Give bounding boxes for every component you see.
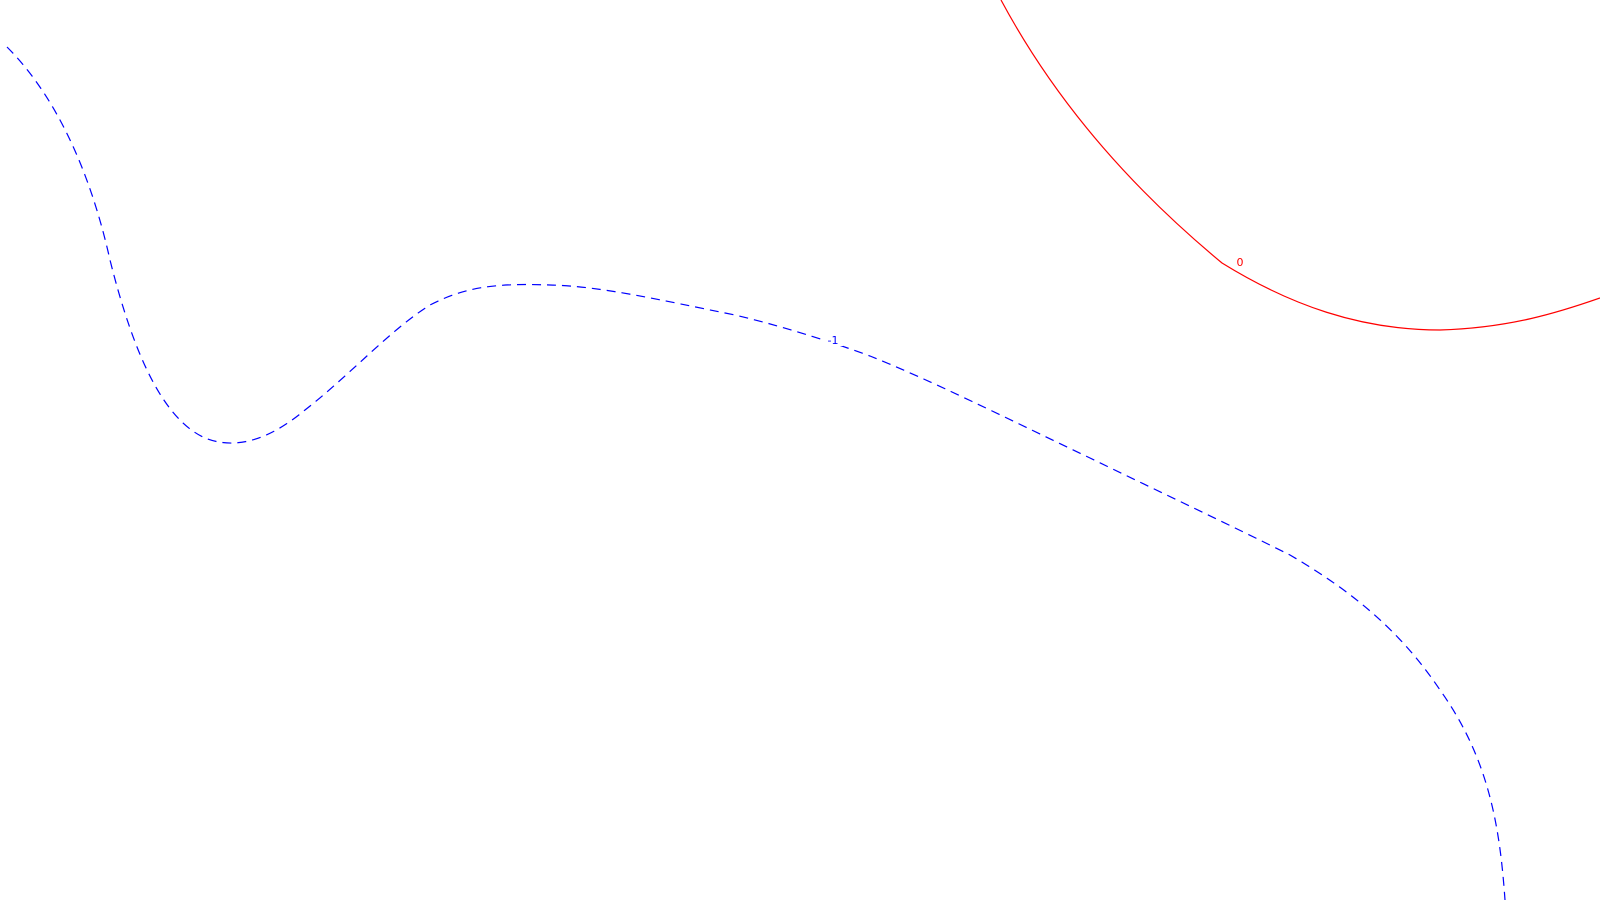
contour-line-level-0 xyxy=(1000,0,1600,331)
contour-level-0: 0 xyxy=(1000,0,1600,331)
contour-label-level-0: 0 xyxy=(1237,256,1244,269)
contour-level-minus-1: -1 xyxy=(6,46,1506,900)
contour-label-bg-level-0 xyxy=(1234,255,1246,268)
contour-label-bg-level-minus-1 xyxy=(823,332,843,346)
contour-line-level-minus-1 xyxy=(6,46,1506,900)
contour-label-level-minus-1: -1 xyxy=(828,334,839,347)
